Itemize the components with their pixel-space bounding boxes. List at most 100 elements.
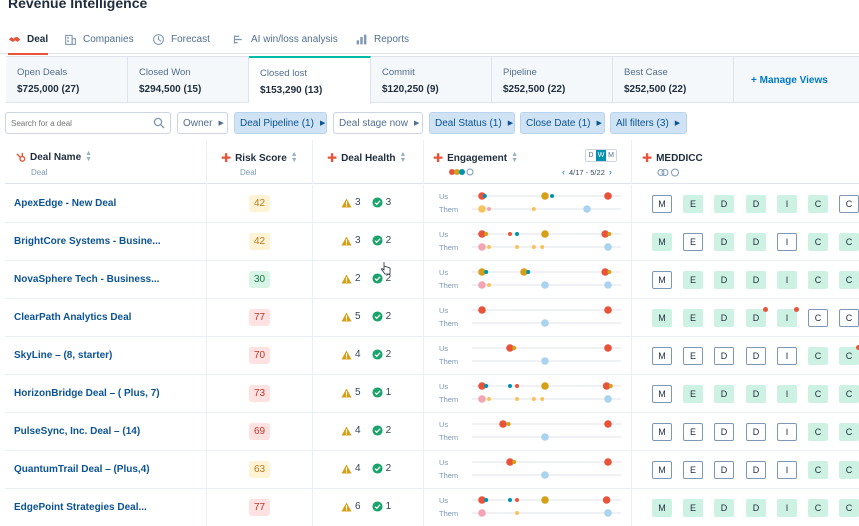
them-activity-dot[interactable] xyxy=(487,245,491,249)
deal-stage-filter[interactable]: Deal stage now ▶ xyxy=(333,112,423,134)
view-commit[interactable]: Commit $120,250 (9) xyxy=(371,57,492,103)
meddicc-box[interactable]: E xyxy=(683,271,703,289)
meddicc-box[interactable]: D xyxy=(714,271,734,289)
meddicc-box[interactable]: C xyxy=(808,347,828,365)
header-deal-name[interactable]: Deal Name ▲ ▼ Deal xyxy=(5,140,207,184)
table-row[interactable]: EdgePoint Strategies Deal... 77 6 1 Us Them M E… xyxy=(5,489,859,526)
search-icon[interactable] xyxy=(153,117,165,129)
them-activity-dot[interactable] xyxy=(515,511,519,515)
meddicc-box[interactable]: M xyxy=(652,271,672,289)
table-row[interactable]: ApexEdge - New Deal 42 3 3 Us Them M E D D I C C xyxy=(5,185,859,223)
us-activity-dot[interactable] xyxy=(601,268,609,276)
us-activity-dot[interactable] xyxy=(550,194,554,198)
meddicc-box[interactable]: D xyxy=(746,271,766,289)
meddicc-box[interactable]: C xyxy=(808,499,828,517)
us-activity-dot[interactable] xyxy=(515,498,519,502)
meddicc-box[interactable]: M xyxy=(652,195,672,213)
deal-name-link[interactable]: PulseSync, Inc. Deal – (14) xyxy=(14,426,141,437)
meddicc-box[interactable]: C xyxy=(839,385,859,403)
meddicc-box[interactable]: C xyxy=(808,423,828,441)
us-activity-dot[interactable] xyxy=(512,346,517,350)
tab-companies[interactable]: Companies xyxy=(64,24,134,54)
toggle-month[interactable]: M xyxy=(606,150,616,161)
meddicc-box[interactable]: D xyxy=(714,423,734,441)
meddicc-box[interactable]: C xyxy=(808,385,828,403)
meddicc-box[interactable]: D xyxy=(746,385,766,403)
meddicc-box[interactable]: I xyxy=(777,307,799,327)
meddicc-box[interactable]: D xyxy=(746,195,766,213)
meddicc-box[interactable]: D xyxy=(714,309,734,327)
engagement-timeline[interactable]: Us Them xyxy=(424,375,632,412)
us-activity-dot[interactable] xyxy=(478,230,486,238)
view-closed-won[interactable]: Closed Won $294,500 (15) xyxy=(128,57,249,103)
us-activity-dot[interactable] xyxy=(508,384,512,388)
deal-status-filter[interactable]: Deal Status (1) ▶ xyxy=(429,112,515,134)
meddicc-box[interactable]: D xyxy=(714,233,734,251)
us-activity-dot[interactable] xyxy=(541,192,549,200)
meddicc-box[interactable]: M xyxy=(652,233,672,251)
meddicc-box[interactable]: C xyxy=(808,233,828,251)
meddicc-box[interactable]: C xyxy=(839,461,859,479)
us-activity-dot[interactable] xyxy=(541,382,549,390)
meddicc-box[interactable]: C xyxy=(808,461,828,479)
table-row[interactable]: ClearPath Analytics Deal 77 5 2 Us Them M E D D I C… xyxy=(5,299,859,337)
deal-name-link[interactable]: ApexEdge - New Deal xyxy=(14,198,117,209)
tab-ai-win-loss[interactable]: AI win/loss analysis xyxy=(232,24,338,54)
manage-views-link[interactable]: + Manage Views xyxy=(751,75,828,86)
them-activity-dot[interactable] xyxy=(604,395,612,403)
them-activity-dot[interactable] xyxy=(541,433,549,441)
us-activity-dot[interactable] xyxy=(506,458,514,466)
engagement-timeline[interactable]: Us Them xyxy=(424,185,632,222)
table-row[interactable]: PulseSync, Inc. Deal – (14) 69 4 2 Us Them M E D… xyxy=(5,413,859,451)
tab-forecast[interactable]: Forecast xyxy=(152,24,210,54)
them-activity-dot[interactable] xyxy=(540,245,545,249)
header-engagement[interactable]: ✚ Engagement ▲ ▼ D W M ‹ 4/17 - 5/22 › xyxy=(424,140,632,184)
us-activity-dot[interactable] xyxy=(604,344,612,352)
us-activity-dot[interactable] xyxy=(520,268,528,276)
toggle-day[interactable]: D xyxy=(586,150,596,161)
table-row[interactable]: SkyLine – (8, starter) 70 4 2 Us Them M E D D I C C xyxy=(5,337,859,375)
engagement-timeline[interactable]: Us Them xyxy=(424,451,632,488)
them-activity-dot[interactable] xyxy=(604,281,612,289)
meddicc-box[interactable]: M xyxy=(652,423,672,441)
chevron-left-icon[interactable]: ‹ xyxy=(562,167,565,177)
meddicc-box[interactable]: D xyxy=(714,461,734,479)
meddicc-box[interactable]: M xyxy=(652,461,672,479)
meddicc-box[interactable]: C xyxy=(808,195,828,213)
deal-name-link[interactable]: NovaSphere Tech - Business... xyxy=(14,274,160,285)
them-activity-dot[interactable] xyxy=(487,397,491,401)
view-open-deals[interactable]: Open Deals $725,000 (27) xyxy=(6,57,128,103)
all-filters-button[interactable]: All filters (3) ▶ xyxy=(610,112,687,134)
them-activity-dot[interactable] xyxy=(604,509,612,517)
us-activity-dot[interactable] xyxy=(484,232,489,236)
header-risk-score[interactable]: ✚ Risk Score ▲ ▼ Deal xyxy=(207,140,313,184)
meddicc-box[interactable]: C xyxy=(839,271,859,289)
meddicc-box[interactable]: C xyxy=(808,309,828,327)
us-activity-dot[interactable] xyxy=(478,268,486,276)
meddicc-box[interactable]: M xyxy=(652,385,672,403)
meddicc-box[interactable]: M xyxy=(652,309,672,327)
deal-name-link[interactable]: QuantumTrail Deal – (Plus,4) xyxy=(14,464,150,475)
us-activity-dot[interactable] xyxy=(515,232,519,236)
us-activity-dot[interactable] xyxy=(602,382,611,390)
meddicc-box[interactable]: I xyxy=(777,233,797,251)
them-activity-dot[interactable] xyxy=(478,509,486,517)
view-best-case[interactable]: Best Case $252,500 (22) xyxy=(613,57,734,103)
meddicc-box[interactable]: E xyxy=(683,499,703,517)
us-activity-dot[interactable] xyxy=(512,460,517,464)
meddicc-box[interactable]: I xyxy=(777,385,797,403)
meddicc-box[interactable]: C xyxy=(839,195,859,213)
them-activity-dot[interactable] xyxy=(541,319,549,327)
meddicc-box[interactable]: E xyxy=(683,233,703,251)
us-activity-dot[interactable] xyxy=(601,230,609,238)
table-row[interactable]: QuantumTrail Deal – (Plus,4) 63 4 2 Us Them M E… xyxy=(5,451,859,489)
view-closed-lost[interactable]: Closed lost $153,290 (13) xyxy=(249,56,371,104)
deal-name-link[interactable]: HorizonBridge Deal – ( Plus, 7) xyxy=(14,388,160,399)
meddicc-box[interactable]: D xyxy=(746,461,766,479)
deal-name-link[interactable]: SkyLine – (8, starter) xyxy=(14,350,113,361)
